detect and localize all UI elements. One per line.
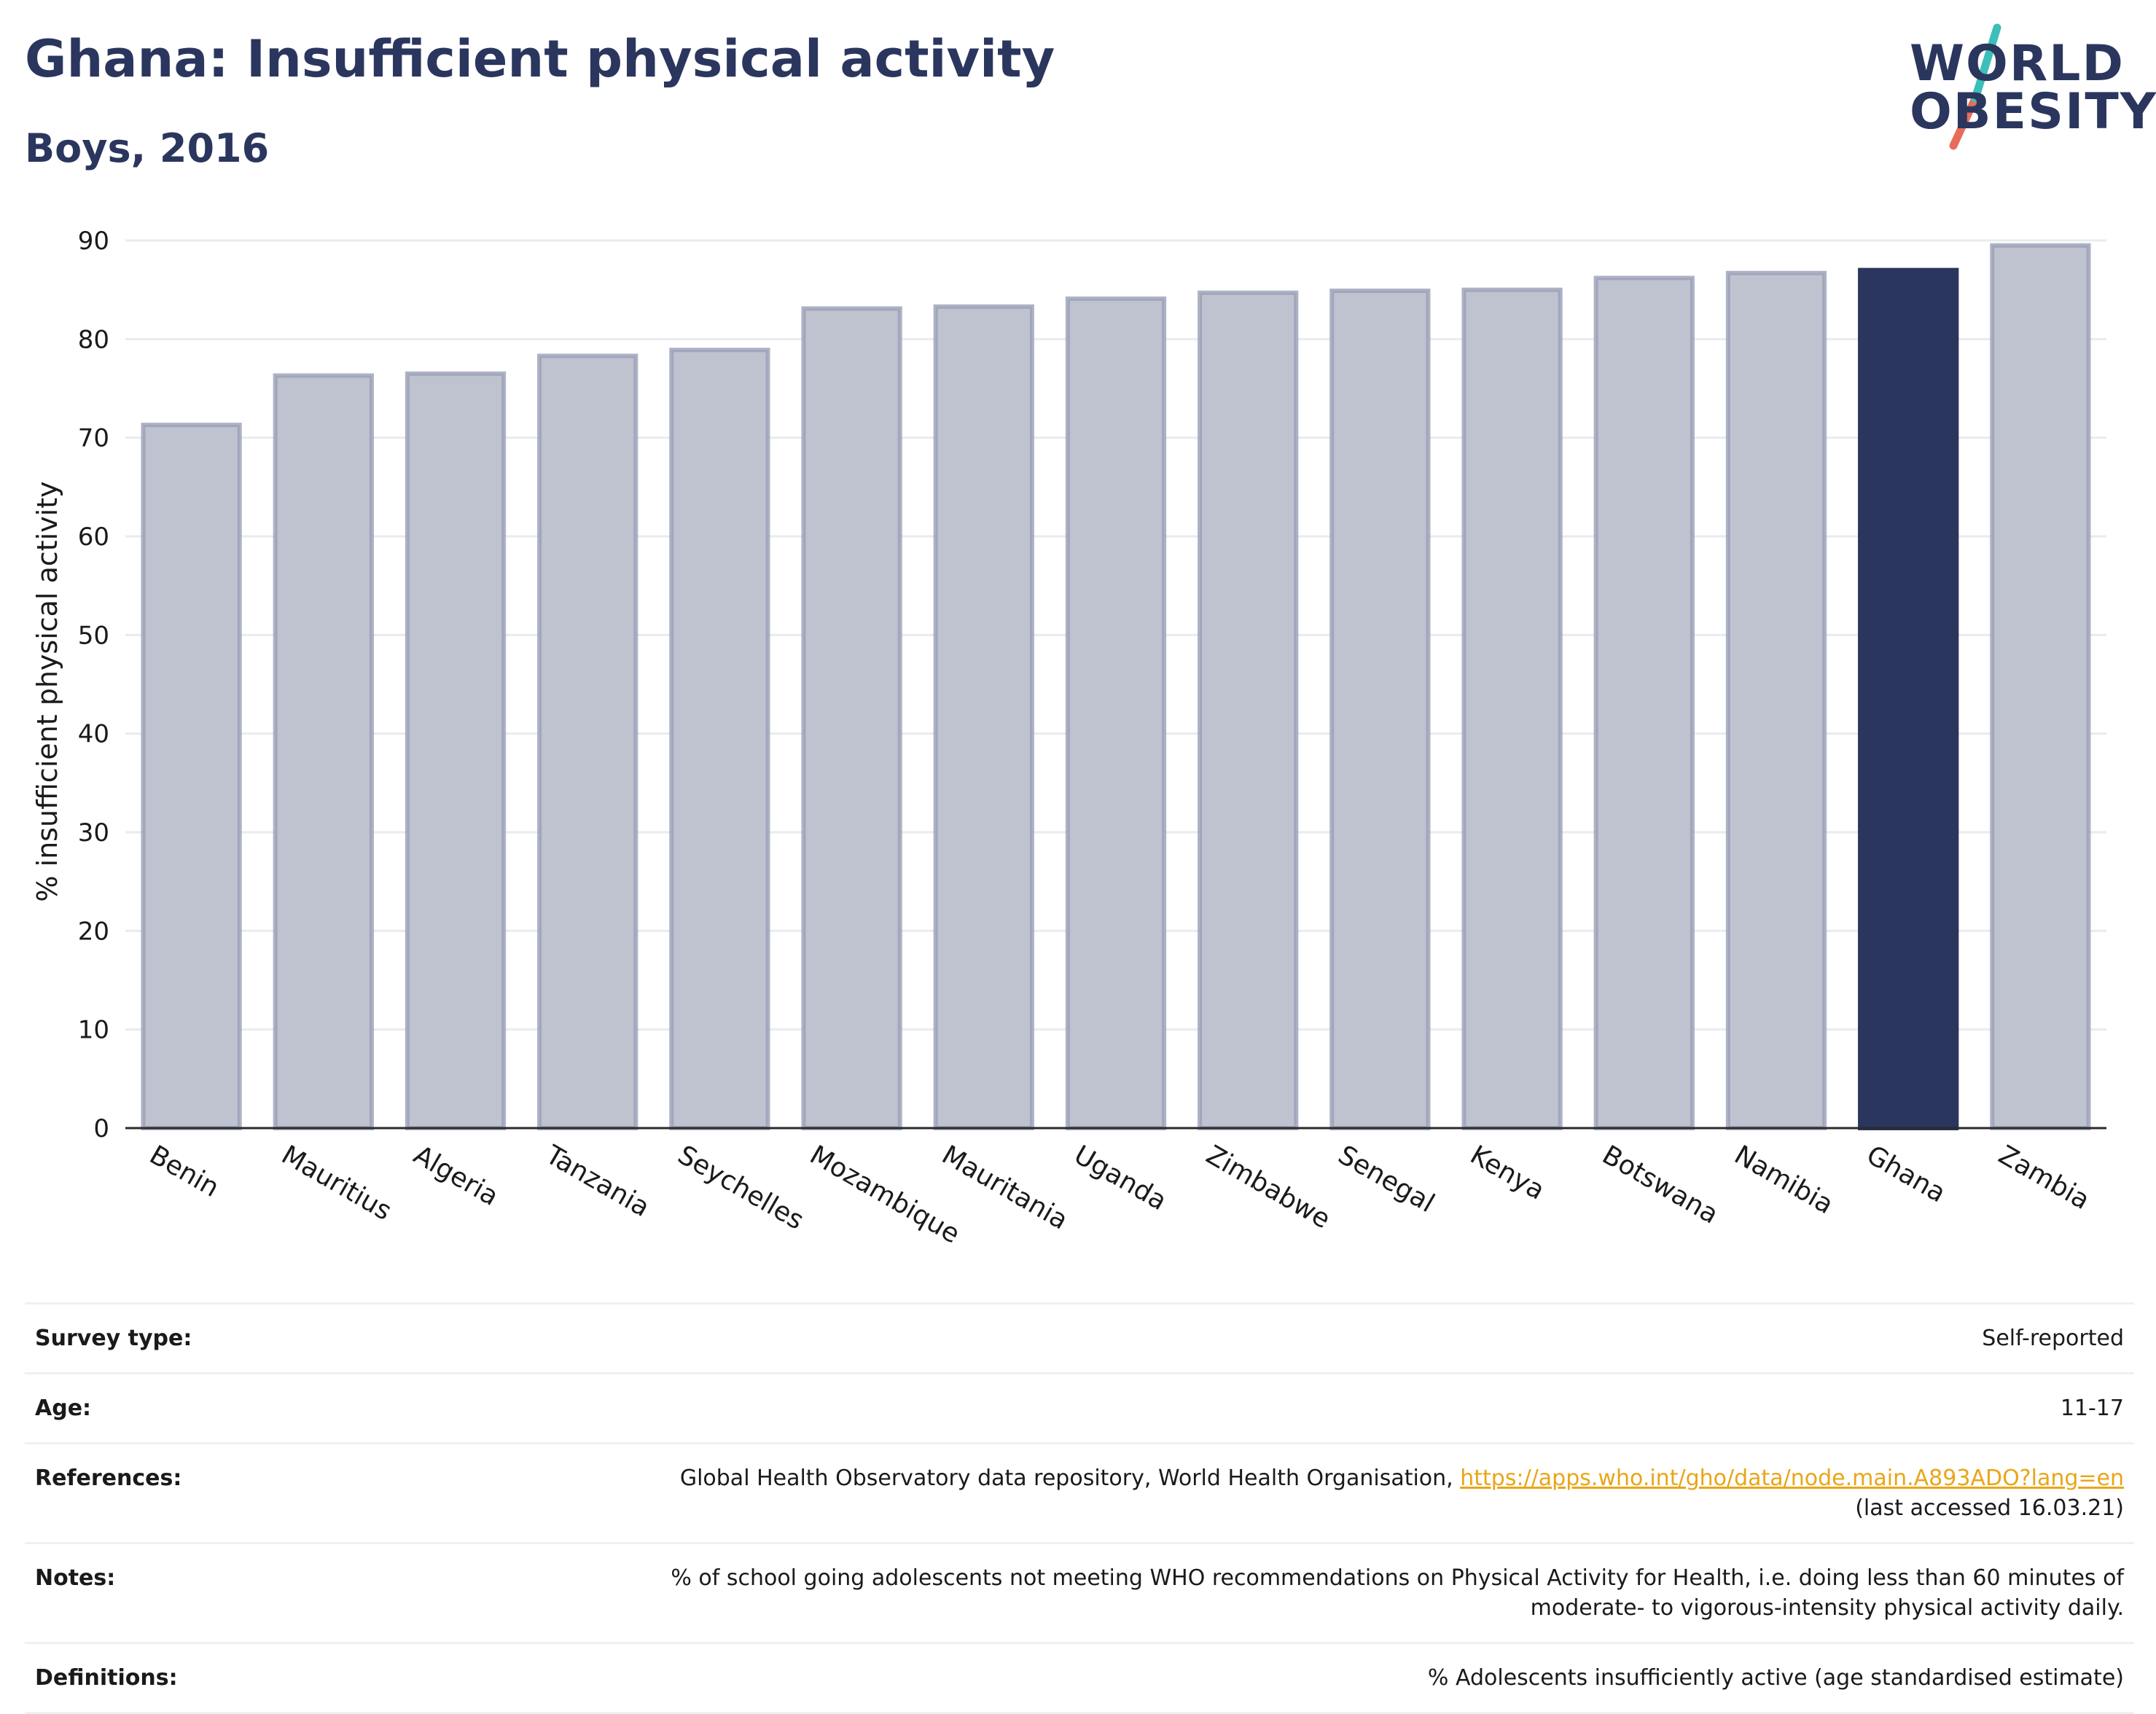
y-tick-label: 30 — [78, 818, 109, 848]
meta-label: Survey type: — [35, 1326, 192, 1351]
chart-title: Ghana: Insufficient physical activity — [25, 29, 1055, 89]
bar-kenya — [1461, 287, 1563, 1131]
meta-value: % Adolescents insufficiently active (age… — [1427, 1665, 2124, 1691]
bar-namibia — [1725, 270, 1827, 1130]
meta-value: 11-17 — [2060, 1396, 2124, 1421]
meta-row-references: References: Global Health Observatory da… — [25, 1444, 2134, 1544]
y-tick-label: 20 — [78, 917, 109, 946]
bar-tanzania — [537, 353, 638, 1131]
bar-zambia — [1990, 243, 2091, 1130]
y-tick-label: 90 — [78, 227, 109, 256]
x-tick-label: Uganda — [1069, 1140, 1172, 1216]
metadata-table: Survey type: Self-reported Age: 11-17 Re… — [25, 1302, 2134, 1714]
meta-value: Global Health Observatory data repositor… — [680, 1463, 2124, 1523]
meta-label: References: — [35, 1465, 182, 1491]
meta-label: Age: — [35, 1396, 92, 1421]
reference-accessed: (last accessed 16.03.21) — [1855, 1495, 2124, 1521]
y-tick-label: 70 — [78, 424, 109, 453]
x-tick-label: Tanzania — [540, 1140, 655, 1223]
x-tick-label: Zimbabwe — [1201, 1140, 1335, 1234]
bar-senegal — [1329, 289, 1431, 1130]
chart-subtitle: Boys, 2016 — [25, 125, 270, 171]
bar-chart: 0 10 20 30 40 50 60 70 80 90 % insufficient physic… — [31, 227, 2106, 1250]
bar-mauritania — [933, 304, 1034, 1130]
x-tick-label: Mauritius — [276, 1140, 397, 1226]
x-tick-label: Zambia — [1993, 1140, 2095, 1216]
meta-row-survey-type: Survey type: Self-reported — [25, 1304, 2134, 1374]
bar-mozambique — [801, 306, 902, 1130]
meta-label: Notes: — [35, 1565, 116, 1591]
x-tick-label: Kenya — [1465, 1140, 1550, 1206]
bar-algeria — [405, 371, 507, 1131]
logo-slash-icon — [1949, 23, 2001, 150]
bar-botswana — [1593, 275, 1695, 1131]
x-tick-label: Senegal — [1333, 1140, 1440, 1218]
meta-value: % of school going adolescents not meetin… — [671, 1565, 2124, 1621]
x-tick-label: Algeria — [409, 1140, 504, 1212]
logo-text-obesity: OBESITY — [1910, 83, 2156, 141]
logo-text-world: WORLD — [1910, 35, 2125, 93]
meta-row-age: Age: 11-17 — [25, 1374, 2134, 1444]
reference-link[interactable]: https://apps.who.int/gho/data/node.main.… — [1460, 1465, 2124, 1491]
x-tick-label: Ghana — [1862, 1140, 1950, 1208]
meta-row-notes: Notes: % of school going adolescents not… — [25, 1544, 2134, 1644]
y-tick-label: 40 — [78, 720, 109, 749]
bar-ghana — [1858, 267, 1959, 1131]
bar-benin — [141, 423, 242, 1131]
bar-mauritius — [273, 373, 374, 1131]
x-tick-label: Mozambique — [805, 1140, 964, 1249]
y-axis-label: % insufficient physical activity — [31, 481, 63, 901]
reference-text: Global Health Observatory data repositor… — [679, 1465, 1453, 1491]
x-tick-label: Namibia — [1730, 1140, 1839, 1220]
bar-zimbabwe — [1198, 290, 1299, 1130]
y-tick-label: 0 — [93, 1114, 109, 1143]
x-tick-label: Benin — [144, 1140, 224, 1203]
x-tick-label: Botswana — [1597, 1140, 1723, 1229]
bar-uganda — [1065, 296, 1167, 1130]
y-tick-label: 80 — [78, 325, 109, 354]
meta-label: Definitions: — [35, 1665, 178, 1691]
y-tick-label: 50 — [78, 621, 109, 650]
y-tick-label: 10 — [78, 1016, 109, 1045]
world-obesity-logo: WORLD OBESITY — [1895, 22, 2156, 153]
meta-value: Self-reported — [1982, 1326, 2124, 1351]
y-tick-label: 60 — [78, 523, 109, 552]
x-tick-label: Seychelles — [673, 1140, 809, 1235]
bar-seychelles — [669, 348, 770, 1131]
